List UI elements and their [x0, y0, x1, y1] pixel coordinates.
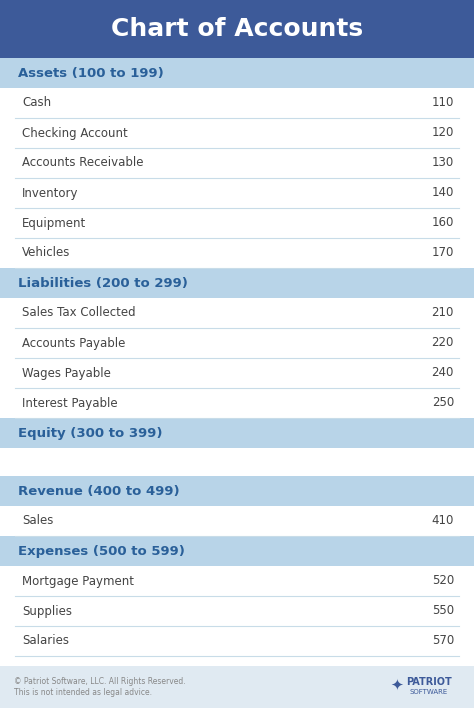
Text: Sales Tax Collected: Sales Tax Collected: [22, 307, 136, 319]
Text: Equity (300 to 399): Equity (300 to 399): [18, 426, 163, 440]
Bar: [0, 148, 474, 178]
Bar: [0, 566, 474, 596]
Text: Accounts Receivable: Accounts Receivable: [22, 156, 144, 169]
Bar: [0, 656, 474, 666]
Text: 520: 520: [432, 574, 454, 588]
Text: © Patriot Software, LLC. All Rights Reserved.
This is not intended as legal advi: © Patriot Software, LLC. All Rights Rese…: [14, 678, 186, 697]
Text: Salaries: Salaries: [22, 634, 69, 648]
Bar: [0, 506, 474, 536]
Text: 170: 170: [432, 246, 454, 260]
Text: 210: 210: [432, 307, 454, 319]
Text: Sales: Sales: [22, 515, 54, 527]
Bar: [0, 88, 474, 118]
Bar: [0, 58, 474, 88]
Text: Wages Payable: Wages Payable: [22, 367, 111, 379]
Text: 410: 410: [432, 515, 454, 527]
Bar: [0, 358, 474, 388]
Text: Assets (100 to 199): Assets (100 to 199): [18, 67, 164, 79]
Text: 550: 550: [432, 605, 454, 617]
Bar: [0, 536, 474, 566]
Bar: [0, 118, 474, 148]
Text: Inventory: Inventory: [22, 186, 79, 200]
Text: Interest Payable: Interest Payable: [22, 396, 118, 409]
Bar: [0, 178, 474, 208]
Text: 160: 160: [432, 217, 454, 229]
Bar: [0, 298, 474, 328]
Bar: [0, 418, 474, 448]
Bar: [0, 476, 474, 506]
Text: ✦: ✦: [391, 678, 403, 692]
Text: SOFTWARE: SOFTWARE: [410, 689, 448, 695]
Bar: [0, 328, 474, 358]
Text: 250: 250: [432, 396, 454, 409]
Text: 240: 240: [432, 367, 454, 379]
Text: Liabilities (200 to 299): Liabilities (200 to 299): [18, 277, 188, 290]
Bar: [0, 666, 474, 708]
Bar: [0, 388, 474, 418]
Bar: [0, 448, 474, 476]
Text: Expenses (500 to 599): Expenses (500 to 599): [18, 544, 185, 557]
Text: Vehicles: Vehicles: [22, 246, 70, 260]
Bar: [0, 0, 474, 58]
Bar: [0, 238, 474, 268]
Text: 220: 220: [432, 336, 454, 350]
Text: Equipment: Equipment: [22, 217, 86, 229]
Bar: [0, 596, 474, 626]
Text: 130: 130: [432, 156, 454, 169]
Text: Chart of Accounts: Chart of Accounts: [111, 17, 363, 41]
Text: PATRIOT: PATRIOT: [406, 677, 452, 687]
Bar: [0, 626, 474, 656]
Text: Mortgage Payment: Mortgage Payment: [22, 574, 134, 588]
Text: 110: 110: [432, 96, 454, 110]
Text: Cash: Cash: [22, 96, 51, 110]
Text: 570: 570: [432, 634, 454, 648]
Text: Revenue (400 to 499): Revenue (400 to 499): [18, 484, 180, 498]
Bar: [0, 208, 474, 238]
Text: 120: 120: [432, 127, 454, 139]
Text: Supplies: Supplies: [22, 605, 72, 617]
Text: Accounts Payable: Accounts Payable: [22, 336, 126, 350]
Bar: [0, 268, 474, 298]
Text: 140: 140: [432, 186, 454, 200]
Text: Checking Account: Checking Account: [22, 127, 128, 139]
